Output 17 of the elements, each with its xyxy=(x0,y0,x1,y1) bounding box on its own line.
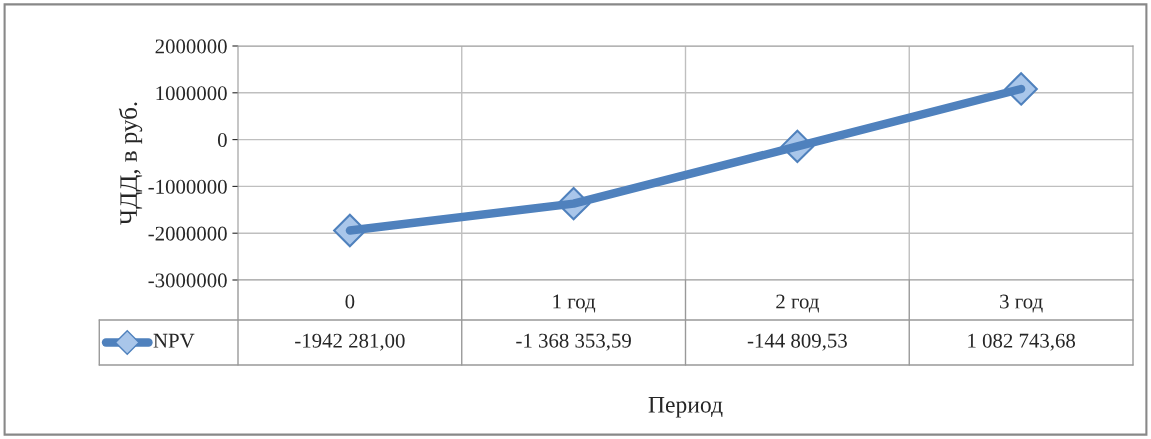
y-tick-label: -3000000 xyxy=(148,273,227,288)
x-tick-label: 0 xyxy=(345,294,355,309)
y-tick-label: -2000000 xyxy=(148,226,227,241)
data-label: -1942 281,00 xyxy=(295,333,405,351)
legend-label: NPV xyxy=(153,333,195,348)
data-label: -144 809,53 xyxy=(747,333,847,351)
data-label: -1 368 353,59 xyxy=(516,333,631,351)
data-label: 1 082 743,68 xyxy=(968,333,1076,351)
x-tick-label: 1 год xyxy=(553,294,596,313)
x-axis-title: Период xyxy=(648,397,723,418)
y-tick-label: 1000000 xyxy=(156,86,227,101)
y-tick-label: 2000000 xyxy=(155,39,227,54)
y-axis-title: ЧДД, в руб. xyxy=(118,102,143,225)
y-tick-label: -1000000 xyxy=(148,179,227,194)
y-tick-label: 0 xyxy=(217,132,227,148)
x-tick-label: 3 год xyxy=(1000,294,1043,313)
x-tick-label: 2 год xyxy=(776,294,819,313)
